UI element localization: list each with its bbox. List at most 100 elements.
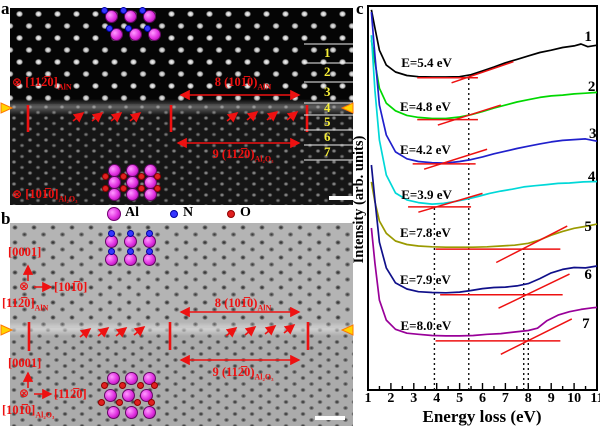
beam-into-page-icon: ⊗	[12, 75, 23, 89]
o-atom-icon	[133, 398, 141, 406]
o-atom-icon	[137, 184, 145, 192]
n-atom-icon	[138, 6, 146, 14]
o-atom-icon	[100, 381, 108, 389]
o-atom-icon	[150, 381, 158, 389]
layer-number-label: 3	[324, 84, 331, 99]
layer-number-label: 5	[324, 114, 331, 129]
n-atom-icon	[100, 6, 108, 14]
axis-label-0001: [0001]	[8, 245, 42, 259]
layer-number-label: 2	[324, 64, 331, 79]
al-atom-icon	[128, 27, 142, 41]
axis-label-horizontal: [101̅0]	[54, 280, 88, 294]
layer-number-label: 6	[324, 129, 331, 144]
layer-number-label: 7	[324, 144, 331, 159]
zone-axis-label-sapphire: ⊗ [101̅0]Al₂O₃	[12, 187, 78, 204]
n-atom-icon	[107, 247, 115, 255]
beam-into-page-icon: ⊗	[19, 279, 30, 293]
o-atom-icon	[119, 184, 127, 192]
o-atom-icon	[137, 172, 145, 180]
o-atom-icon	[153, 184, 161, 192]
o-atom-icon	[119, 172, 127, 180]
o-atom-icon	[136, 381, 144, 389]
aln-lattice-region	[10, 8, 353, 104]
al-atom-icon	[106, 405, 120, 419]
n-atom-icon	[145, 229, 153, 237]
onset-fit-line	[500, 318, 573, 355]
onset-energy-label: E=4.8 eV	[400, 99, 451, 115]
x-tick-label: 8	[524, 391, 532, 406]
onset-energy-label: E=7.8 eV	[400, 225, 451, 241]
x-tick-label: 3	[410, 391, 418, 406]
al-atom-icon	[147, 27, 161, 41]
al-atom-icon	[125, 163, 139, 177]
al-atom-icon	[139, 388, 153, 402]
o-atom-icon	[101, 172, 109, 180]
al-atom-icon	[107, 175, 121, 189]
al-atom-icon	[143, 187, 157, 201]
zone-axis-label-aln: [112̅0]AlN	[2, 296, 49, 313]
zone-axis-label-aln: ⊗ [112̅0]AlN	[12, 75, 72, 92]
curve-number-label: 5	[584, 218, 592, 235]
dimension-label-aln: 8 (101̅0)AlN	[214, 296, 272, 313]
curve-number-label: 4	[587, 168, 596, 185]
x-tick-label: 1	[364, 391, 372, 406]
al-atom-icon	[124, 371, 138, 385]
x-tick-label: 5	[456, 391, 464, 406]
x-tick-label: 10	[567, 391, 582, 406]
zone-axis-label-sapphire: [101̅0]Al₂O₃	[2, 403, 55, 420]
al-atom-icon	[123, 9, 137, 23]
legend-label-o: O	[240, 205, 251, 220]
al-atom-icon	[103, 388, 117, 402]
n-atom-icon	[119, 6, 127, 14]
curve-number-label: 7	[582, 316, 590, 333]
al-atom-icon	[125, 175, 139, 189]
al-atom-icon	[104, 9, 118, 23]
al-atom-icon	[109, 27, 123, 41]
y-axis-title: Intensity (arb. units)	[351, 135, 367, 264]
o-atom-icon	[115, 398, 123, 406]
al-atom-icon	[142, 405, 156, 419]
o-atom-icon	[147, 398, 155, 406]
x-tick-label: 11	[590, 391, 600, 406]
onset-energy-label: E=5.4 eV	[401, 54, 452, 70]
dimension-label-sapphire: 9 (112̅0)Al₂O₃	[212, 365, 274, 382]
onset-energy-label: E=4.2 eV	[400, 142, 451, 158]
n-atom-icon	[126, 229, 134, 237]
beam-into-page-icon: ⊗	[12, 187, 23, 201]
beam-into-page-icon: ⊗	[19, 386, 30, 400]
curve-number-label: 3	[588, 125, 597, 142]
onset-fit-line	[498, 273, 570, 309]
n-atom-icon	[145, 247, 153, 255]
onset-energy-label: E=3.9 eV	[401, 187, 452, 203]
al-atom-icon	[107, 207, 121, 221]
al-atom-icon	[107, 187, 121, 201]
legend-label-al: Al	[125, 205, 139, 220]
curve-number-label: 1	[584, 28, 592, 45]
dimension-label-sapphire: 9 (112̅0)Al₂O₃	[212, 147, 274, 164]
x-tick-label: 2	[387, 391, 395, 406]
n-atom-icon	[170, 210, 178, 218]
aln-lattice-region	[10, 223, 353, 327]
spectrum-curve-3	[370, 12, 598, 164]
panel-c-label: c	[356, 0, 364, 18]
panel-a-haadf-micrograph	[10, 8, 353, 205]
interface-band	[10, 322, 353, 336]
curve-number-label: 6	[584, 266, 592, 283]
layer-number-label: 1	[324, 45, 331, 60]
dimension-label-aln: 8 (101̅0)AlN	[214, 75, 272, 92]
al-atom-icon	[106, 371, 120, 385]
onset-energy-label: E=8.0 eV	[400, 317, 452, 333]
n-atom-icon	[105, 24, 113, 32]
onset-fit-line	[495, 225, 568, 264]
x-tick-label: 6	[479, 391, 486, 406]
axis-label-0001: [0001]	[8, 356, 42, 370]
panel-b-label: b	[1, 209, 11, 228]
axis-label-horizontal: [112̅0]	[54, 387, 87, 401]
sapphire-lattice-region	[10, 327, 353, 426]
panel-b-bf-micrograph	[10, 223, 353, 426]
o-atom-icon	[118, 381, 126, 389]
x-tick-label: 7	[501, 391, 509, 406]
x-tick-label: 4	[433, 391, 441, 406]
n-atom-icon	[126, 247, 134, 255]
layer-number-label: 4	[324, 100, 331, 115]
